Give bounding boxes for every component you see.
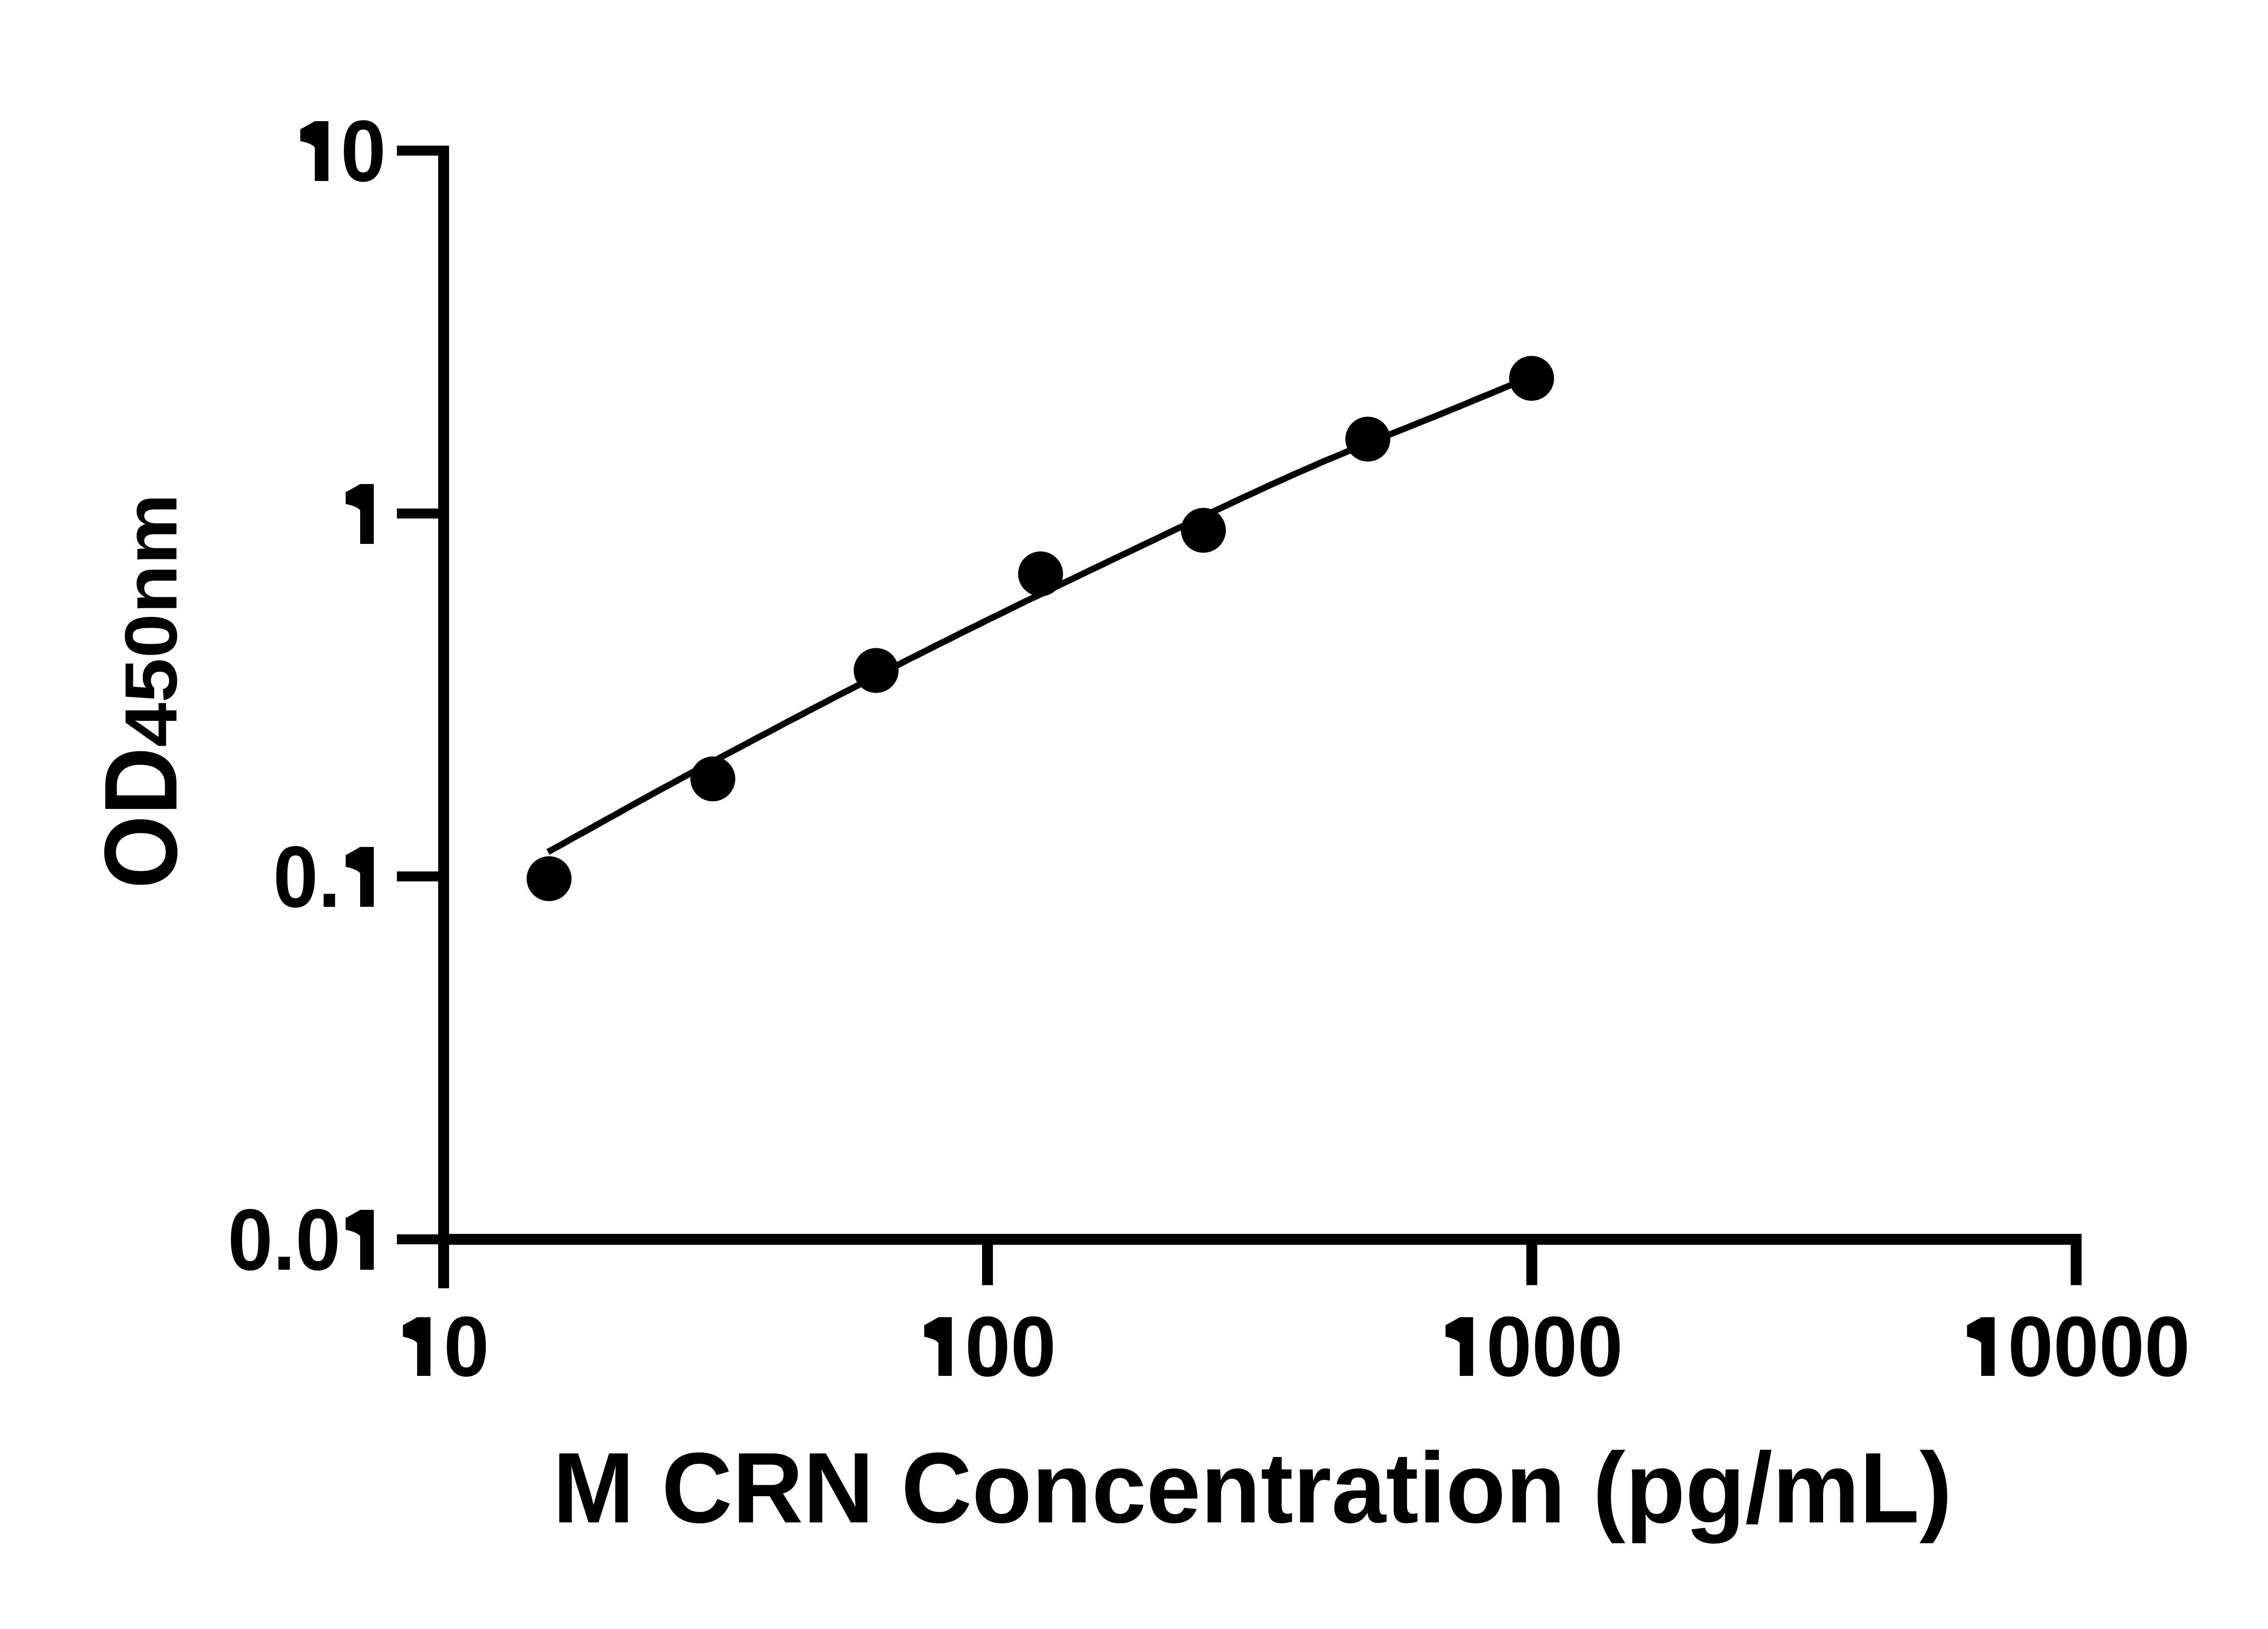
svg-text:000: 000 (1486, 1299, 1623, 1394)
svg-text:0: 0 (444, 1299, 489, 1394)
svg-text:0: 0 (341, 102, 386, 200)
svg-text:00: 00 (965, 1299, 1056, 1394)
svg-text:OD: OD (83, 747, 199, 889)
svg-text:450nm: 450nm (109, 494, 192, 747)
svg-text:0.0: 0.0 (228, 1191, 341, 1288)
svg-text:0.: 0. (273, 828, 341, 925)
svg-text:0000: 0000 (2008, 1299, 2190, 1394)
svg-text:M CRN Concentration (pg/mL): M CRN Concentration (pg/mL) (553, 1432, 1952, 1544)
